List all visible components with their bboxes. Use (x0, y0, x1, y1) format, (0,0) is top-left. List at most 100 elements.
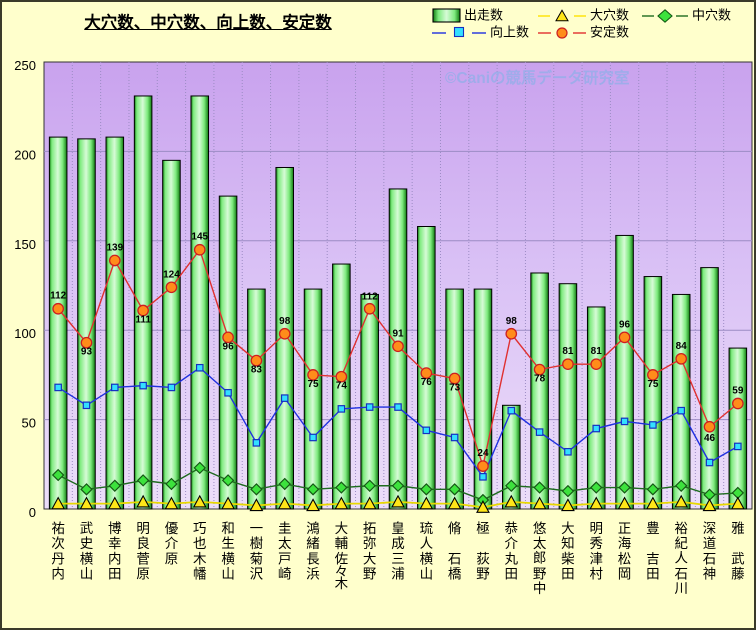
svg-text:雅: 雅 (731, 521, 745, 536)
svg-text:112: 112 (50, 291, 67, 302)
svg-text:91: 91 (392, 328, 404, 339)
svg-text:100: 100 (14, 326, 36, 341)
svg-text:鴻: 鴻 (306, 521, 320, 536)
svg-text:和: 和 (221, 521, 235, 536)
svg-text:出走数: 出走数 (464, 8, 503, 23)
svg-text:人: 人 (420, 536, 434, 551)
svg-text:野: 野 (533, 566, 547, 581)
svg-text:木: 木 (193, 551, 207, 566)
svg-text:田: 田 (646, 566, 660, 581)
svg-text:250: 250 (14, 58, 36, 73)
svg-text:81: 81 (562, 346, 574, 357)
svg-text:脩: 脩 (448, 521, 462, 536)
svg-text:也: 也 (193, 536, 207, 551)
svg-text:横: 横 (221, 551, 235, 566)
svg-text:拓: 拓 (363, 521, 377, 536)
svg-text:98: 98 (506, 316, 518, 327)
svg-text:0: 0 (29, 505, 36, 520)
svg-text:98: 98 (279, 316, 291, 327)
svg-text:次: 次 (51, 536, 65, 551)
svg-text:村: 村 (589, 566, 603, 581)
svg-text:200: 200 (14, 147, 36, 162)
svg-text:荻: 荻 (476, 551, 490, 566)
svg-text:内: 内 (51, 566, 65, 581)
svg-text:幸: 幸 (108, 536, 122, 551)
svg-text:46: 46 (704, 433, 716, 444)
svg-text:生: 生 (221, 536, 235, 551)
svg-text:96: 96 (619, 319, 631, 330)
svg-text:84: 84 (676, 341, 688, 352)
svg-text:樹: 樹 (250, 536, 264, 551)
svg-text:横: 横 (420, 551, 434, 566)
svg-text:124: 124 (163, 269, 180, 280)
svg-text:大: 大 (561, 521, 575, 536)
svg-text:沢: 沢 (250, 566, 264, 581)
svg-text:岡: 岡 (618, 566, 632, 581)
svg-text:悠: 悠 (533, 521, 547, 536)
svg-text:史: 史 (80, 536, 94, 551)
svg-text:戸: 戸 (278, 551, 292, 566)
svg-text:長: 長 (306, 551, 320, 566)
svg-text:50: 50 (22, 416, 36, 431)
svg-text:浜: 浜 (306, 566, 320, 581)
svg-text:輔: 輔 (335, 536, 349, 551)
svg-text:太: 太 (533, 536, 547, 551)
svg-text:裕: 裕 (674, 521, 688, 536)
svg-text:紀: 紀 (674, 536, 688, 551)
svg-text:道: 道 (703, 536, 717, 551)
svg-text:柴: 柴 (561, 551, 575, 566)
svg-text:琉: 琉 (420, 521, 434, 536)
svg-text:人: 人 (674, 551, 688, 566)
svg-text:橋: 橋 (448, 566, 462, 581)
svg-text:78: 78 (534, 374, 546, 385)
svg-text:一: 一 (250, 521, 264, 536)
svg-text:浦: 浦 (391, 566, 405, 581)
svg-text:崎: 崎 (278, 566, 292, 581)
svg-text:武: 武 (731, 551, 745, 566)
svg-text:丸: 丸 (505, 551, 519, 566)
svg-text:太: 太 (278, 536, 292, 551)
svg-text:良: 良 (136, 536, 150, 551)
svg-text:藤: 藤 (731, 566, 745, 581)
svg-text:秀: 秀 (589, 536, 603, 551)
svg-text:安定数: 安定数 (590, 25, 629, 40)
svg-text:神: 神 (703, 566, 717, 581)
svg-text:田: 田 (108, 566, 122, 581)
svg-text:111: 111 (135, 315, 151, 326)
svg-text:津: 津 (589, 551, 603, 566)
svg-text:73: 73 (449, 382, 461, 393)
svg-text:向上数: 向上数 (490, 25, 529, 40)
svg-text:75: 75 (647, 379, 659, 390)
svg-text:三: 三 (391, 551, 405, 566)
svg-text:皇: 皇 (391, 521, 405, 536)
svg-text:24: 24 (477, 448, 489, 459)
svg-text:明: 明 (136, 521, 150, 536)
svg-text:横: 横 (80, 551, 94, 566)
svg-text:74: 74 (336, 381, 348, 392)
svg-text:知: 知 (561, 535, 575, 551)
svg-text:弥: 弥 (363, 535, 377, 551)
svg-text:中: 中 (533, 581, 547, 596)
svg-text:川: 川 (674, 581, 688, 596)
svg-text:石: 石 (703, 551, 717, 566)
svg-text:吉: 吉 (646, 551, 660, 566)
svg-text:石: 石 (448, 551, 462, 566)
svg-text:恭: 恭 (505, 521, 519, 536)
svg-text:海: 海 (618, 536, 632, 551)
svg-text:介: 介 (165, 536, 179, 551)
svg-text:菅: 菅 (136, 551, 150, 566)
svg-text:112: 112 (362, 292, 379, 303)
svg-text:150: 150 (14, 237, 36, 252)
svg-text:145: 145 (191, 232, 208, 243)
svg-text:大: 大 (335, 521, 349, 536)
svg-text:郎: 郎 (533, 551, 547, 566)
svg-text:優: 優 (165, 521, 179, 536)
svg-text:山: 山 (80, 566, 94, 581)
svg-text:豊: 豊 (646, 521, 660, 536)
svg-text:59: 59 (732, 386, 744, 397)
svg-text:中穴数: 中穴数 (692, 8, 731, 23)
svg-text:大: 大 (363, 551, 377, 566)
svg-text:博: 博 (108, 520, 122, 536)
svg-text:83: 83 (251, 365, 263, 376)
svg-text:原: 原 (165, 551, 179, 566)
